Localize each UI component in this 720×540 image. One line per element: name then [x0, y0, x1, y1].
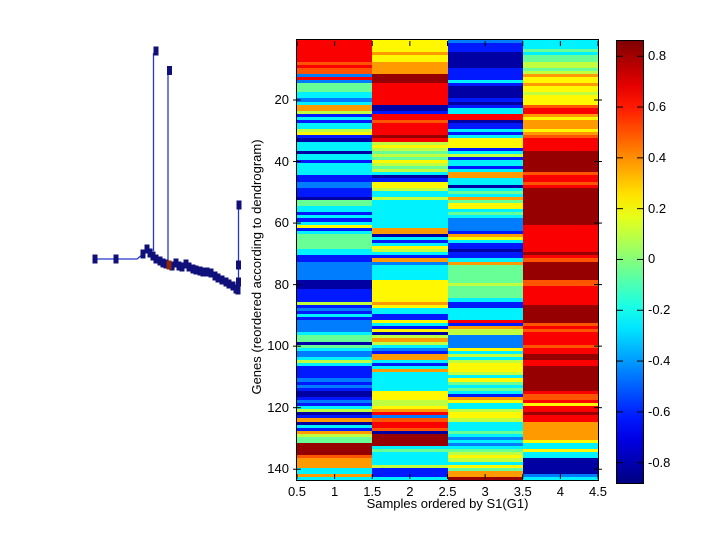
dendrogram-marker: [144, 244, 150, 254]
dendrogram-marker: [235, 285, 241, 295]
dendrogram-marker: [197, 266, 203, 276]
x-tick-label: 3.5: [513, 484, 532, 499]
dendrogram-marker: [223, 277, 229, 287]
heatmap-cell: [447, 476, 523, 480]
dendrogram-marker: [176, 261, 182, 271]
dendrogram-marker: [157, 256, 163, 266]
x-tick-label: 4.5: [588, 484, 608, 499]
dendrogram-marker: [230, 281, 236, 291]
dendrogram-marker: [215, 273, 221, 283]
colorbar-tick-label: 0.2: [648, 200, 667, 216]
dendrogram-marker: [193, 265, 199, 275]
dendrogram-marker: [219, 275, 225, 285]
y-tick-label: 80: [274, 276, 289, 292]
heatmap-cell: [372, 476, 448, 480]
dendrogram-marker: [92, 254, 98, 264]
y-tick-label: 60: [274, 215, 289, 231]
colorbar-tick-label: -0.4: [648, 353, 671, 369]
x-axis-label: Samples ordered by S1(G1): [366, 496, 529, 511]
colorbar-tick-label: -0.2: [648, 302, 671, 318]
heatmap: [297, 40, 598, 480]
colorbar-tick-label: 0.6: [648, 99, 667, 115]
dendrogram-marker: [160, 258, 166, 268]
colorbar-tick-label: 0: [648, 251, 656, 267]
dendrogram-marker: [163, 259, 169, 269]
dendrogram-marker: [167, 66, 172, 75]
dendrogram-marker: [204, 267, 210, 277]
colorbar-tick-label: 0.8: [648, 48, 667, 64]
dendrogram-marker: [153, 46, 159, 56]
y-tick-label: 100: [267, 338, 289, 354]
x-tick-label: 0.5: [287, 484, 307, 499]
y-tick-label: 140: [267, 461, 289, 477]
dendrogram-marker: [208, 268, 214, 278]
dendrogram-marker: [179, 262, 185, 272]
dendrogram-marker: [183, 259, 189, 269]
colorbar-tick-label: -0.8: [648, 454, 671, 470]
x-tick-label: 2.5: [438, 484, 457, 499]
x-tick-label: 4: [556, 484, 564, 499]
x-tick-label: 2: [406, 484, 414, 499]
dendrogram-marker: [233, 284, 239, 294]
y-tick-label: 40: [274, 153, 289, 169]
dendrogram-marker: [226, 279, 232, 289]
x-tick-label: 1.5: [363, 484, 382, 499]
dendrogram-marker: [186, 262, 192, 272]
dendrogram-marker: [150, 251, 156, 261]
x-tick-label: 3: [481, 484, 489, 499]
dendrogram-highlight-marker: [166, 260, 172, 270]
dendrogram-marker: [140, 249, 146, 259]
colorbar-tick-label: 0.4: [648, 149, 667, 165]
dendrogram-marker: [173, 258, 179, 268]
dendrogram-marker: [200, 267, 206, 277]
heatmap-cell: [522, 476, 598, 480]
colorbar: [616, 40, 644, 484]
y-tick-label: 120: [267, 399, 289, 415]
colorbar-tick-label: -0.6: [648, 403, 671, 419]
dendrogram-marker: [169, 261, 175, 271]
dendrogram-marker: [113, 254, 119, 264]
dendrogram-marker: [147, 248, 153, 258]
x-tick-label: 1: [331, 484, 339, 499]
dendrogram-backbone-line: [95, 247, 239, 291]
dendrogram-marker: [212, 271, 218, 281]
dendrogram-marker: [236, 277, 241, 287]
dendrogram-marker: [190, 264, 196, 274]
y-axis-label: Genes (reordered according to dendrogram…: [249, 139, 264, 395]
y-tick-label: 20: [274, 92, 289, 107]
dendrogram-marker: [236, 260, 241, 270]
dendrogram-marker: [153, 254, 159, 264]
heatmap-cell: [297, 476, 373, 480]
dendrogram-marker: [236, 200, 242, 210]
